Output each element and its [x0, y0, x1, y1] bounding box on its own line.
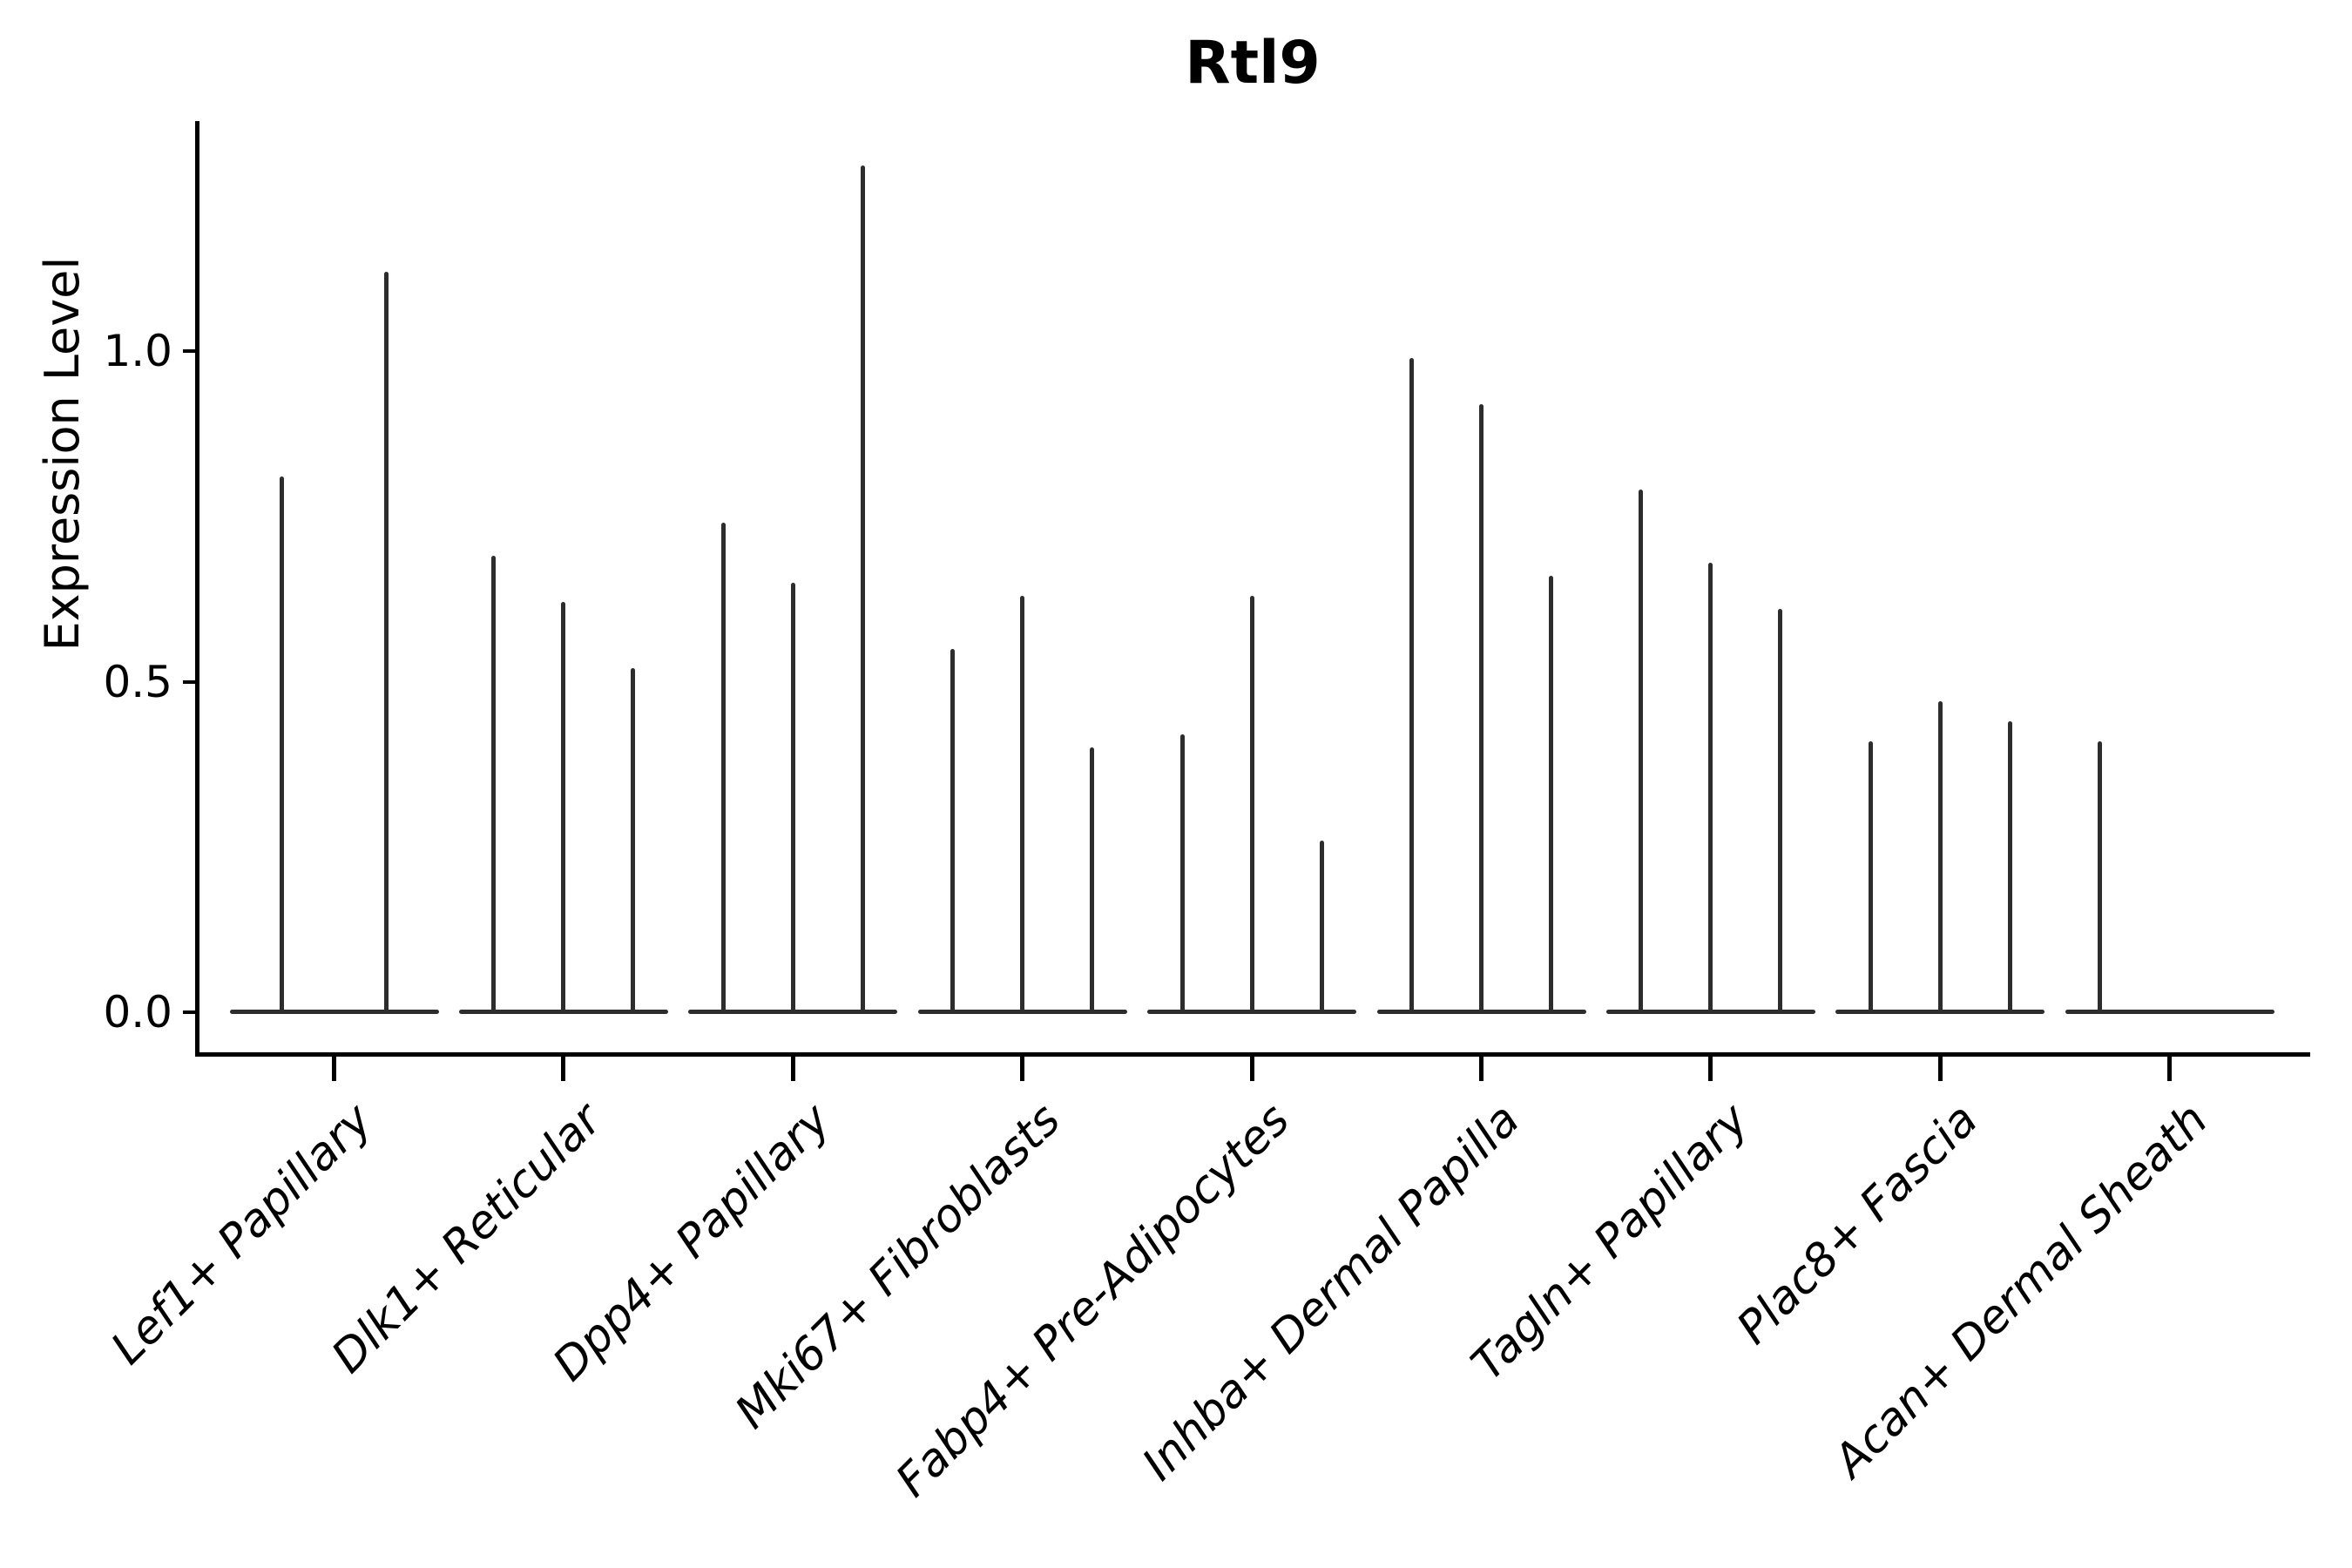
violin-spike [1249, 595, 1254, 1012]
violin-spike [720, 523, 726, 1012]
chart-title: Rtl9 [1185, 29, 1321, 98]
y-tick-label: 0.5 [103, 656, 172, 707]
violin-spike [2007, 721, 2012, 1012]
violin-spike [1708, 562, 1713, 1012]
x-tick-mark [561, 1057, 566, 1081]
x-tick-mark [1937, 1057, 1943, 1081]
violin-spike [1549, 576, 1553, 1012]
violin-spike [280, 476, 284, 1012]
violin-spike [790, 582, 795, 1012]
violin-spike [1937, 701, 1943, 1012]
violin-spike [1479, 403, 1484, 1012]
x-tick-mark [1479, 1057, 1484, 1081]
violin-spike [1639, 490, 1644, 1012]
violin-baseline [229, 1009, 439, 1014]
y-axis-spine [195, 121, 199, 1057]
x-axis-spine [195, 1052, 2310, 1057]
x-tick-mark [1020, 1057, 1025, 1081]
violin-spike [860, 166, 865, 1012]
x-tick-mark [1249, 1057, 1254, 1081]
y-tick-mark [183, 1010, 198, 1014]
violin-spike [1319, 840, 1324, 1012]
violin-spike [2098, 740, 2103, 1012]
x-tick-mark [2167, 1057, 2173, 1081]
violin-spike [1409, 357, 1414, 1012]
y-axis-label: Expression Level [35, 256, 90, 652]
x-tick-mark [790, 1057, 795, 1081]
x-tick-mark [332, 1057, 336, 1081]
violin-spike [1868, 740, 1873, 1012]
y-tick-mark [183, 679, 198, 684]
violin-spike [384, 271, 389, 1012]
y-tick-mark [183, 349, 198, 353]
violin-spike [491, 556, 497, 1012]
y-tick-label: 1.0 [103, 326, 172, 376]
violin-spike [1020, 595, 1025, 1012]
violin-spike [561, 602, 566, 1012]
violin-spike [950, 648, 956, 1012]
violin-spike [1179, 734, 1185, 1012]
y-tick-label: 0.0 [103, 987, 172, 1037]
violin-spike [1778, 609, 1783, 1012]
x-tick-mark [1708, 1057, 1713, 1081]
violin-baseline [2065, 1009, 2274, 1014]
violin-spike [631, 668, 636, 1012]
violin-spike [1090, 747, 1095, 1012]
